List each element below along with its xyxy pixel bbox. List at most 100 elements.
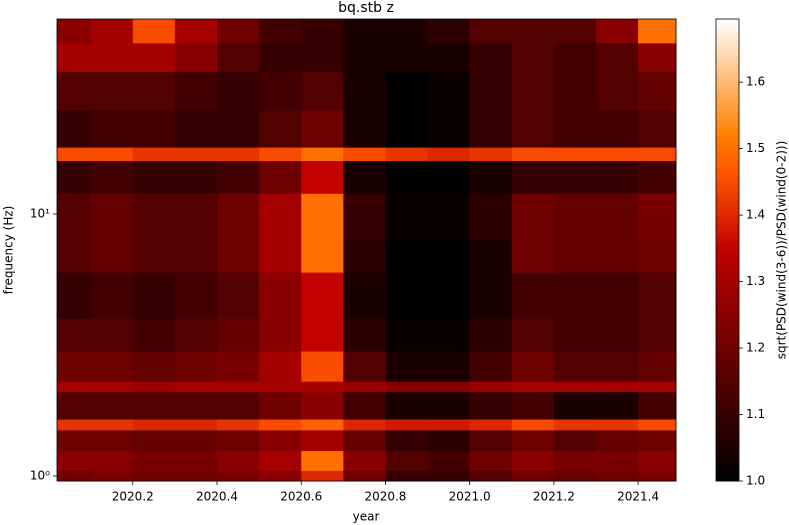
heat-cell bbox=[174, 160, 218, 194]
colorbar-step bbox=[716, 22, 739, 28]
heat-cell bbox=[174, 109, 218, 148]
heat-cell bbox=[259, 147, 302, 162]
heat-cell bbox=[553, 419, 597, 431]
heat-cell bbox=[343, 391, 386, 420]
heat-cell bbox=[427, 381, 471, 393]
colorbar-tick-label: 1.2 bbox=[746, 341, 765, 355]
colorbar-step bbox=[716, 96, 739, 101]
heat-cell bbox=[90, 193, 134, 240]
colorbar-step bbox=[716, 72, 739, 78]
colorbar-step bbox=[716, 130, 739, 135]
heat-cell bbox=[385, 391, 429, 420]
heat-cell bbox=[301, 71, 344, 111]
heat-cell bbox=[638, 318, 677, 352]
heat-cell bbox=[343, 450, 386, 471]
colorbar-step bbox=[716, 80, 739, 85]
heat-cell bbox=[301, 318, 344, 352]
colorbar-step bbox=[716, 396, 739, 401]
heat-cell bbox=[217, 160, 260, 194]
x-tick-label: 2021.2 bbox=[533, 490, 575, 504]
heat-cell bbox=[469, 109, 513, 148]
colorbar-step bbox=[716, 250, 739, 255]
x-tick-label: 2021.0 bbox=[449, 490, 491, 504]
heat-cell bbox=[511, 239, 555, 273]
heat-cell bbox=[90, 42, 134, 72]
heat-cell bbox=[427, 42, 471, 72]
colorbar-step bbox=[716, 307, 739, 313]
colorbar-step bbox=[716, 284, 739, 289]
colorbar-tick-label: 1.1 bbox=[746, 407, 765, 421]
colorbar-step bbox=[716, 323, 739, 328]
colorbar-step bbox=[716, 207, 739, 212]
colorbar-step bbox=[716, 38, 739, 43]
heat-cell bbox=[174, 318, 218, 352]
colorbar-step bbox=[716, 211, 739, 216]
heat-cell bbox=[259, 272, 302, 319]
colorbar-step bbox=[716, 365, 739, 370]
heat-cell bbox=[57, 381, 92, 393]
colorbar-step bbox=[716, 334, 739, 340]
heat-cell bbox=[553, 193, 597, 240]
heat-cell bbox=[595, 450, 639, 471]
heat-cell bbox=[259, 19, 302, 44]
heat-cell bbox=[217, 239, 260, 273]
heat-cell bbox=[301, 147, 344, 162]
heat-cell bbox=[217, 71, 260, 111]
colorbar-step bbox=[716, 103, 739, 109]
colorbar-step bbox=[716, 361, 739, 366]
colorbar-step bbox=[716, 19, 739, 24]
colorbar-step bbox=[716, 111, 739, 116]
heat-cell bbox=[385, 272, 429, 319]
colorbar-step bbox=[716, 446, 739, 451]
colorbar-step bbox=[716, 199, 739, 205]
x-tick-label: 2020.6 bbox=[280, 490, 322, 504]
heat-cell bbox=[90, 19, 134, 44]
heat-cell bbox=[553, 71, 597, 111]
colorbar-step bbox=[716, 253, 739, 259]
heat-cell bbox=[259, 470, 302, 482]
heat-cell bbox=[132, 391, 176, 420]
heat-cell bbox=[385, 19, 429, 44]
heat-cell bbox=[301, 350, 344, 382]
heat-cell bbox=[301, 419, 344, 431]
heat-cell bbox=[385, 381, 429, 393]
colorbar-step bbox=[716, 234, 739, 239]
heat-cell bbox=[595, 147, 639, 162]
colorbar-step bbox=[716, 330, 739, 336]
heat-cell bbox=[427, 193, 471, 240]
y-axis-label: frequency (Hz) bbox=[2, 206, 16, 295]
heat-cell bbox=[595, 239, 639, 273]
heat-cell bbox=[217, 318, 260, 352]
colorbar-step bbox=[716, 142, 739, 147]
heat-cell bbox=[511, 450, 555, 471]
heat-cell bbox=[301, 109, 344, 148]
heat-cell bbox=[259, 109, 302, 148]
heat-cell bbox=[217, 419, 260, 431]
heat-cell bbox=[553, 42, 597, 72]
heat-cell bbox=[343, 147, 386, 162]
heat-cell bbox=[511, 160, 555, 194]
heat-cell bbox=[595, 160, 639, 194]
heat-cell bbox=[385, 450, 429, 471]
colorbar-step bbox=[716, 99, 739, 105]
colorbar-step bbox=[716, 346, 739, 351]
heat-cell bbox=[595, 429, 639, 452]
heat-cell bbox=[595, 19, 639, 44]
heat-cell bbox=[469, 350, 513, 382]
colorbar-tick-label: 1.4 bbox=[746, 208, 765, 222]
colorbar-step bbox=[716, 404, 739, 409]
heat-cell bbox=[132, 193, 176, 240]
heat-cell bbox=[132, 419, 176, 431]
heat-cell bbox=[511, 42, 555, 72]
heat-cell bbox=[57, 71, 92, 111]
heat-cell bbox=[259, 350, 302, 382]
heat-cell bbox=[595, 470, 639, 482]
heat-cell bbox=[511, 470, 555, 482]
heat-cell bbox=[132, 450, 176, 471]
heat-cell bbox=[174, 391, 218, 420]
colorbar-step bbox=[716, 261, 739, 266]
heat-cell bbox=[385, 71, 429, 111]
colorbar-step bbox=[716, 353, 739, 359]
heat-cell bbox=[217, 109, 260, 148]
